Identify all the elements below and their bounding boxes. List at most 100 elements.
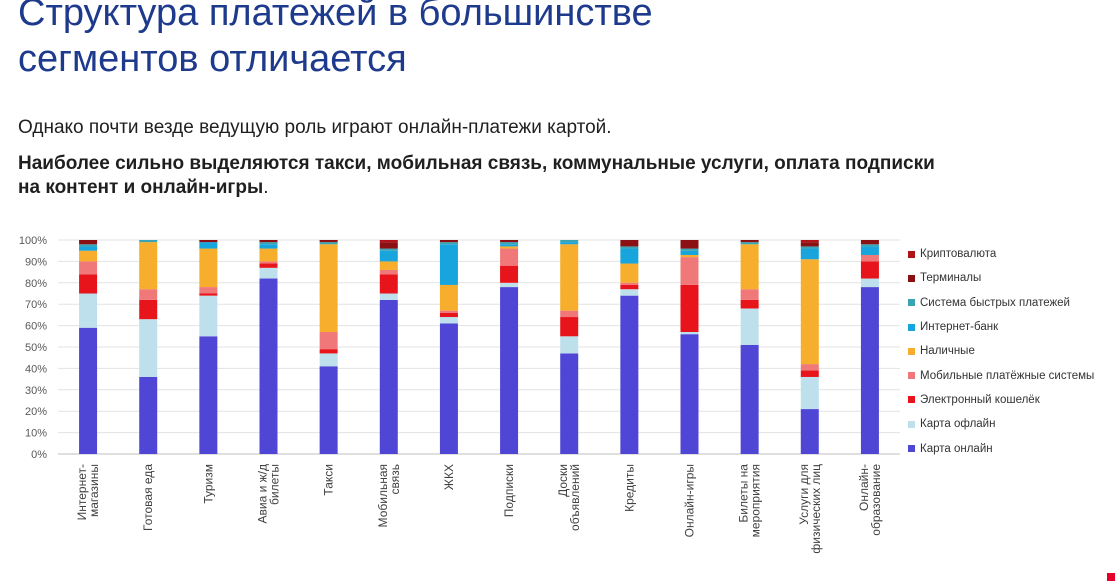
bar-segment (439, 317, 458, 324)
bar-segment (379, 250, 398, 262)
x-tick-label: Подписки (502, 464, 516, 517)
bar-segment (379, 261, 398, 270)
highlight-line-2: на контент и онлайн-игры (18, 177, 264, 198)
bar-segment (259, 267, 278, 279)
bar-segment (680, 250, 699, 255)
bar-segment (500, 244, 519, 247)
brand-corner-mark (1107, 573, 1115, 581)
y-tick-label: 90% (25, 256, 47, 268)
bar-segment (860, 261, 879, 279)
bar-segment (379, 242, 398, 249)
bar-segment (439, 312, 458, 318)
x-tick-label: Онлайн-образование (857, 464, 883, 536)
bar-segment (680, 257, 699, 285)
x-tick-label-line: Онлайн- (857, 464, 871, 511)
bar-segment (500, 242, 519, 245)
x-tick-label: Интернет-магазины (75, 464, 101, 520)
bar-segment (199, 242, 218, 249)
y-tick-label: 40% (25, 363, 47, 375)
bar-segment (680, 284, 699, 333)
x-tick-label-line: магазины (87, 464, 101, 517)
bar-segment (199, 287, 218, 294)
x-tick-label-line: Интернет- (75, 464, 89, 520)
bar-segment (319, 240, 338, 243)
bar-segment (319, 242, 338, 245)
bar-segment (740, 242, 759, 245)
bar-segment (439, 244, 458, 285)
bar-segment (439, 242, 458, 245)
x-tick-label-line: Готовая еда (141, 464, 155, 531)
slide-title: Структура платежей в большинстве сегмент… (18, 0, 653, 82)
legend-label: Наличные (920, 345, 975, 358)
slide-subtitle: Однако почти везде ведущую роль играют о… (18, 117, 612, 138)
bar-segment (560, 310, 579, 318)
x-tick-label-line: Доски (556, 464, 570, 497)
x-tick-label-line: билеты (268, 464, 282, 505)
bar-segment (319, 349, 338, 354)
bar-segment (740, 308, 759, 345)
bar-segment (860, 254, 879, 262)
bar-segment (139, 319, 158, 377)
legend-label: Мобильные платёжные системы (920, 369, 1095, 382)
bar-segment (259, 278, 278, 454)
bar-segment (379, 293, 398, 300)
legend-item: Интернет-банк (908, 315, 1094, 339)
bar-segment (500, 265, 519, 283)
bar-segment (79, 327, 98, 454)
legend-item: Система быстрых платежей (908, 291, 1094, 315)
bar-segment (79, 261, 98, 275)
bar-segment (620, 289, 639, 296)
bar-segment (439, 240, 458, 243)
bar-segment (79, 250, 98, 262)
bar-segment (319, 332, 338, 350)
x-tick-label: ЖКХ (442, 464, 456, 490)
bar-segment (560, 353, 579, 454)
legend-item: Карта офлайн (908, 412, 1094, 436)
legend-label: Электронный кошелёк (920, 393, 1040, 406)
x-tick-label-line: Кредиты (622, 464, 636, 512)
bar-segment (79, 246, 98, 251)
legend-swatch (908, 396, 915, 404)
x-tick-label-line: Авиа и ж/д (256, 464, 270, 524)
legend-swatch (908, 372, 915, 380)
bar-segment (860, 246, 879, 255)
legend-item: Наличные (908, 339, 1094, 363)
bar-segment (800, 376, 819, 410)
bar-segment (680, 334, 699, 454)
bar-segment (139, 240, 158, 243)
bar-segment (379, 299, 398, 454)
legend-swatch (908, 347, 915, 355)
legend-swatch (908, 445, 915, 453)
y-tick-label: 0% (31, 449, 47, 461)
y-tick-label: 30% (25, 385, 47, 397)
bar-segment (199, 336, 218, 454)
legend-label: Интернет-банк (920, 321, 999, 334)
bar-segment (800, 246, 819, 249)
bar-segment (199, 240, 218, 243)
x-tick-label: Онлайн-игры (683, 464, 697, 537)
bar-segment (439, 284, 458, 311)
bar-segment (500, 246, 519, 249)
x-tick-label-line: Билеты на (737, 464, 751, 523)
bar-segment (79, 293, 98, 328)
bar-segment (139, 242, 158, 290)
bar-segment (439, 323, 458, 454)
legend-swatch (908, 420, 915, 428)
legend-item: Криптовалюта (908, 242, 1094, 266)
bar-segment (860, 240, 879, 245)
bar-segment (800, 248, 819, 260)
bar-segment (740, 299, 759, 309)
bar-segment (259, 242, 278, 245)
bar-segment (800, 242, 819, 247)
bar-segment (560, 317, 579, 337)
bar-segment (680, 332, 699, 335)
bar-segment (79, 244, 98, 247)
bar-segment (620, 248, 639, 264)
bar-segment (79, 240, 98, 245)
bar-segment (379, 269, 398, 275)
bar-segment (740, 344, 759, 454)
